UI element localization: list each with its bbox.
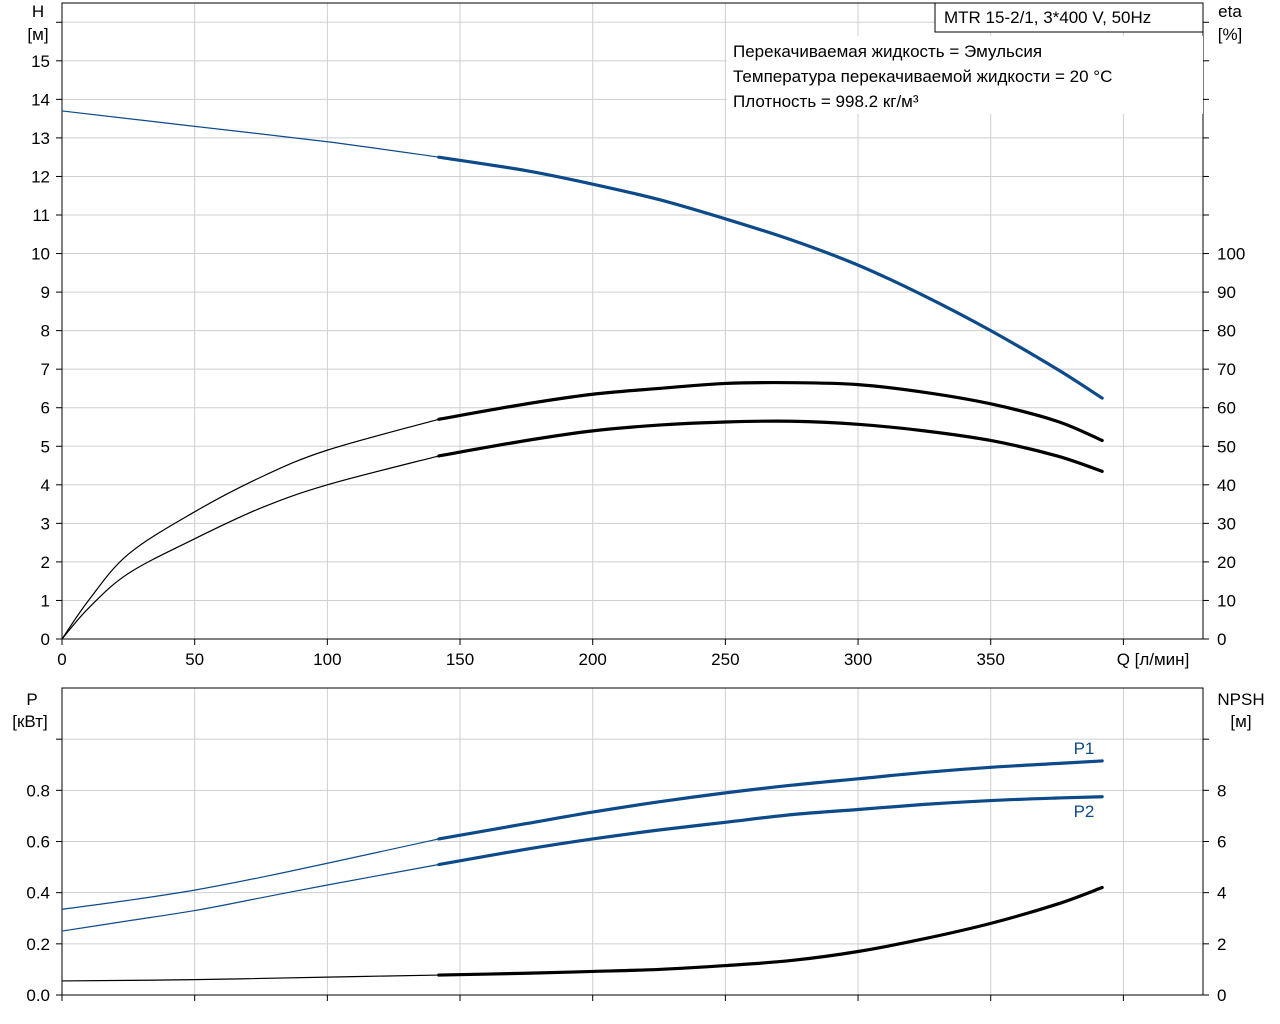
top-ylabel-left-line1: H	[32, 2, 44, 21]
bottom-ytick-right-0: 0	[1217, 986, 1226, 1005]
top-ytick-left-4: 4	[41, 476, 50, 495]
top-ytick-right-2: 20	[1217, 553, 1236, 572]
top-ytick-left-1: 1	[41, 591, 50, 610]
bottom-chart-series	[61, 759, 1104, 982]
bottom-ytick-left-4: 0.8	[26, 781, 50, 800]
top-series-0-line-operating	[437, 155, 1104, 400]
bottom-chart-ticks: 0.0 0.2 0.4 0.6 0.8 0 2 4 6 8	[26, 738, 1226, 1005]
top-series-2-line-operating	[437, 419, 1104, 473]
top-chart-frame	[61, 2, 1204, 640]
top-ylabel-right-line1: eta	[1218, 2, 1242, 21]
bottom-series-2-line-extended	[61, 974, 439, 982]
top-chart-series	[61, 110, 1104, 640]
bottom-ytick-left-1: 0.2	[26, 935, 50, 954]
top-xtick-6: 300	[844, 650, 872, 669]
top-ylabel-right-line2: [%]	[1218, 25, 1243, 44]
top-ytick-left-15: 15	[31, 52, 50, 71]
top-ytick-right-6: 60	[1217, 399, 1236, 418]
top-ytick-right-8: 80	[1217, 322, 1236, 341]
top-series-0-line-extended	[61, 110, 439, 158]
bottom-ytick-left-3: 0.6	[26, 833, 50, 852]
bottom-ylabel-left-line1: P	[26, 690, 37, 709]
top-chart-grid	[61, 3, 1203, 640]
top-ytick-right-7: 70	[1217, 360, 1236, 379]
top-series-2-line-extended	[61, 455, 439, 640]
bottom-ytick-right-4: 8	[1217, 781, 1226, 800]
bottom-ytick-right-2: 4	[1217, 884, 1226, 903]
top-xtick-2: 100	[313, 650, 341, 669]
bottom-series-p2-line-operating	[437, 795, 1104, 867]
top-ytick-left-14: 14	[31, 90, 50, 109]
fluid-info-box: Перекачиваемая жидкость = Эмульсия Темпе…	[727, 36, 1203, 114]
top-xtick-5: 250	[711, 650, 739, 669]
model-title: MTR 15-2/1, 3*400 V, 50Hz	[944, 8, 1151, 27]
bottom-ytick-left-2: 0.4	[26, 884, 50, 903]
top-ytick-right-3: 30	[1217, 514, 1236, 533]
top-ytick-left-11: 11	[32, 206, 50, 225]
top-series-1-line-operating	[437, 380, 1104, 443]
bottom-ytick-left-0: 0.0	[26, 986, 50, 1005]
top-ytick-right-0: 0	[1217, 630, 1226, 649]
top-ytick-left-10: 10	[31, 245, 50, 264]
top-xlabel: Q [л/мин]	[1117, 650, 1190, 669]
info-fluid: Перекачиваемая жидкость = Эмульсия	[733, 42, 1042, 61]
bottom-chart-axis-labels: P [кВт] NPSH [м] P1 P2	[12, 690, 1264, 821]
top-ytick-right-1: 10	[1217, 591, 1236, 610]
info-temperature: Температура перекачиваемой жидкости = 20…	[733, 67, 1112, 86]
bottom-ytick-right-3: 6	[1217, 833, 1226, 852]
top-xtick-4: 200	[579, 650, 607, 669]
top-chart-ticks: 0123456789101112131415010203040506070809…	[31, 21, 1245, 669]
bottom-series-2-line-operating	[437, 885, 1104, 977]
bottom-ylabel-right-line2: [м]	[1230, 712, 1251, 731]
info-density: Плотность = 998.2 кг/м³	[733, 92, 919, 111]
top-plot-frame	[61, 2, 1204, 640]
top-ytick-left-7: 7	[41, 360, 50, 379]
bottom-series-p1-line-operating	[437, 759, 1104, 841]
bottom-chart-grid	[61, 687, 1203, 996]
top-ytick-right-10: 100	[1217, 245, 1245, 264]
top-ytick-right-9: 90	[1217, 283, 1236, 302]
top-xtick-0: 0	[57, 650, 66, 669]
bottom-ylabel-left-line2: [кВт]	[12, 712, 47, 731]
top-ylabel-left-line2: [м]	[27, 25, 48, 44]
top-ytick-left-13: 13	[31, 129, 50, 148]
bottom-ytick-right-1: 2	[1217, 935, 1226, 954]
top-ytick-left-0: 0	[41, 630, 50, 649]
top-ytick-right-5: 50	[1217, 437, 1236, 456]
top-ytick-right-4: 40	[1217, 476, 1236, 495]
series-label-p1: P1	[1074, 739, 1095, 758]
bottom-ylabel-right-line1: NPSH	[1217, 690, 1264, 709]
top-ytick-left-12: 12	[31, 167, 50, 186]
series-label-p2: P2	[1074, 802, 1095, 821]
top-ytick-left-6: 6	[41, 399, 50, 418]
top-ytick-left-9: 9	[41, 283, 50, 302]
top-xtick-1: 50	[185, 650, 204, 669]
top-xtick-3: 150	[446, 650, 474, 669]
bottom-series-p2-line-extended	[61, 863, 439, 932]
model-title-box: MTR 15-2/1, 3*400 V, 50Hz	[934, 2, 1204, 33]
top-ytick-left-2: 2	[41, 553, 50, 572]
top-xtick-7: 350	[977, 650, 1005, 669]
top-ytick-left-5: 5	[41, 437, 50, 456]
bottom-series-p1-line-extended	[61, 838, 439, 910]
top-chart-axis-labels: H [м] eta [%] Q [л/мин]	[27, 2, 1242, 669]
top-series-1-line-extended	[61, 418, 439, 640]
top-ytick-left-8: 8	[41, 322, 50, 341]
top-ytick-left-3: 3	[41, 514, 50, 533]
